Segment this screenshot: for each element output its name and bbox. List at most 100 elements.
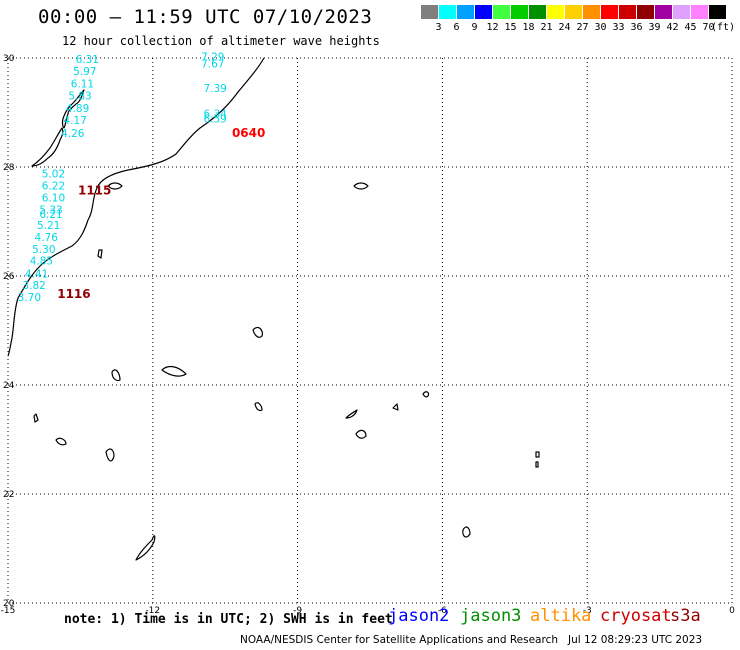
legend-label: 3 xyxy=(435,22,442,33)
island-g xyxy=(345,409,358,419)
coastline-and-islands xyxy=(7,57,540,561)
wave-height-value: 7.39 xyxy=(203,83,226,95)
legend-label: 15 xyxy=(504,22,517,33)
satellite-name: jason2 xyxy=(388,606,450,626)
y-tick-label: 30 xyxy=(3,54,15,64)
legend-label: 42 xyxy=(666,22,679,33)
island-k xyxy=(55,437,67,446)
y-tick-label: 28 xyxy=(3,163,15,173)
island-p xyxy=(135,535,156,561)
wave-height-value: 5.02 xyxy=(42,168,65,180)
satellite-name: jason3 xyxy=(460,606,522,626)
wave-height-value: 3.82 xyxy=(22,280,45,292)
wave-height-readings: 7.297.67 7.39 6.346.59 6.315.976.115.834.89… xyxy=(18,52,228,304)
legend-label: 70 xyxy=(702,22,715,33)
pass-time-label: 0640 xyxy=(232,126,265,140)
island-c xyxy=(161,365,187,377)
island-i xyxy=(355,429,367,439)
wave-height-value: 3.70 xyxy=(18,292,41,304)
wave-height-value: 5.33 xyxy=(39,204,62,216)
y-tick-label: 20 xyxy=(3,599,15,609)
satellite-pass-times: 0640 1115 1116 xyxy=(57,126,265,301)
satellite-name: altika xyxy=(530,606,592,626)
island-m xyxy=(535,451,540,458)
wave-height-value: 4.89 xyxy=(66,103,89,115)
legend-swatch xyxy=(565,5,582,19)
map-title: 00:00 — 11:59 UTC 07/10/2023 xyxy=(38,6,373,28)
legend-label: 24 xyxy=(558,22,571,33)
wave-height-value: 4.41 xyxy=(25,269,48,281)
x-tick-label: 0 xyxy=(729,606,735,616)
island-n xyxy=(535,461,539,468)
legend-label: 18 xyxy=(522,22,535,33)
wave-height-value: 4.85 xyxy=(30,256,53,268)
legend-swatch xyxy=(655,5,672,19)
legend-label: 9 xyxy=(471,22,478,33)
axis-tick-labels: -15 -12 -9 -6 -3 0 30 28 26 24 22 20 xyxy=(1,54,735,616)
credit-line: NOAA/NESDIS Center for Satellite Applica… xyxy=(240,634,703,646)
wave-height-value: 7.67 xyxy=(201,58,224,70)
legend-label: 36 xyxy=(630,22,643,33)
legend-label: 12 xyxy=(486,22,499,33)
wave-height-value: 6.21 xyxy=(39,209,62,221)
legend-label: 21 xyxy=(540,22,553,33)
wave-height-value: 5.30 xyxy=(32,244,55,256)
legend-swatch xyxy=(439,5,456,19)
legend-swatch xyxy=(691,5,708,19)
satellite-name: s3a xyxy=(670,606,701,626)
legend-swatch xyxy=(619,5,636,19)
x-tick-label: -15 xyxy=(1,606,16,616)
wave-height-value: 6.34 xyxy=(203,108,227,120)
x-tick-label: -6 xyxy=(438,606,447,616)
map-frame xyxy=(7,57,733,604)
y-tick-label: 26 xyxy=(3,272,15,282)
wave-height-value: 5.97 xyxy=(73,66,96,78)
wave-height-value: 6.11 xyxy=(71,78,94,90)
wave-height-value: 5.83 xyxy=(68,90,91,102)
legend-swatch xyxy=(637,5,654,19)
wave-height-value: 4.17 xyxy=(64,115,87,127)
island-f xyxy=(422,391,430,398)
x-tick-label: -9 xyxy=(293,606,302,616)
island-e xyxy=(254,402,263,412)
legend-swatch xyxy=(547,5,564,19)
wave-height-value: 6.59 xyxy=(203,113,226,125)
pass-time-label: 1115 xyxy=(78,183,111,197)
legend-label: 6 xyxy=(453,22,460,33)
legend-swatch xyxy=(673,5,690,19)
x-tick-label: -12 xyxy=(145,606,160,616)
map-subtitle: 12 hour collection of altimeter wave hei… xyxy=(62,34,380,48)
legend-swatch xyxy=(709,5,726,19)
island-a xyxy=(97,249,103,259)
wave-height-value: 4.26 xyxy=(61,128,85,140)
legend-swatch xyxy=(421,5,438,19)
pass-time-label: 1116 xyxy=(57,287,90,301)
canary-gran-canaria xyxy=(107,182,123,190)
legend-swatch xyxy=(457,5,474,19)
island-b xyxy=(252,326,263,338)
y-tick-label: 24 xyxy=(3,381,15,391)
legend-swatch xyxy=(583,5,600,19)
legend-swatch xyxy=(529,5,546,19)
wave-height-value: 6.22 xyxy=(42,180,65,192)
wave-height-value: 7.29 xyxy=(201,52,224,64)
legend-label: 27 xyxy=(576,22,589,33)
wave-height-value: 6.31 xyxy=(76,54,99,66)
canary-lanzarote xyxy=(61,89,85,129)
canary-fuerteventura xyxy=(31,127,64,167)
legend-swatch xyxy=(511,5,528,19)
lat-lon-grid xyxy=(7,57,733,604)
island-h xyxy=(392,403,399,411)
island-d xyxy=(111,369,121,382)
footnote: note: 1) Time is in UTC; 2) SWH is in fe… xyxy=(64,612,393,627)
canary-tenerife xyxy=(353,182,369,190)
africa-coastline xyxy=(7,57,265,357)
x-tick-label: -3 xyxy=(583,606,592,616)
island-j xyxy=(33,413,39,423)
island-l xyxy=(105,448,115,462)
legend-swatch xyxy=(475,5,492,19)
wave-height-value: 5.21 xyxy=(37,220,60,232)
legend-label: 33 xyxy=(612,22,625,33)
legend-swatch xyxy=(493,5,510,19)
